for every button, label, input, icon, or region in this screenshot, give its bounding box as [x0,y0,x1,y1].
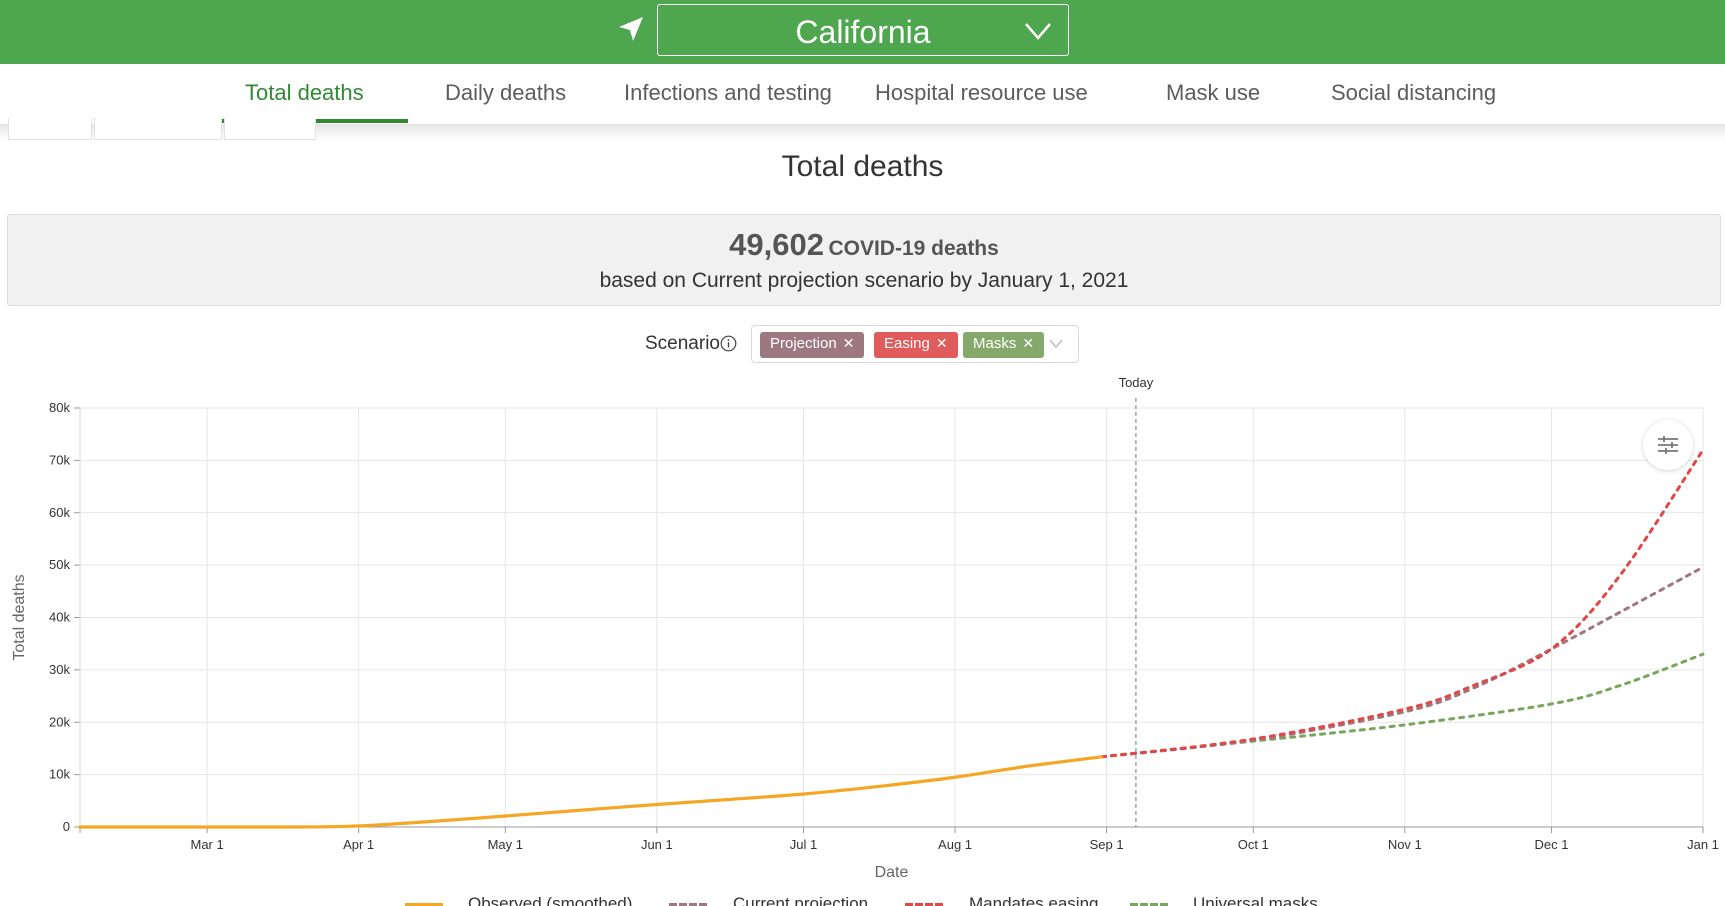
death-count-label: COVID-19 deaths [828,237,999,260]
scenario-chip-projection[interactable]: Projection ✕ [760,332,865,358]
remove-chip-icon[interactable]: ✕ [842,335,855,351]
series-line-current-projection [1100,565,1705,759]
scenario-chip-easing[interactable]: Easing ✕ [874,332,958,358]
x-tick-label: Apr 1 [343,837,374,852]
chart-settings-button[interactable] [1643,420,1693,470]
tab-infections-testing[interactable]: Infections and testing [624,80,832,105]
remove-chip-icon[interactable]: ✕ [935,335,948,351]
scenario-label: Scenario [645,333,720,354]
x-tick-label: Aug 1 [938,837,972,852]
y-tick-label: 0 [63,819,70,834]
header-bar: California [0,0,1725,64]
death-count: 49,602 [729,227,824,262]
x-axis-title: Date [875,864,909,881]
remove-chip-icon[interactable]: ✕ [1022,335,1035,351]
legend-item-projection[interactable]: Current projection [733,894,869,906]
x-tick-label: Jul 1 [790,837,817,852]
x-tick-label: Oct 1 [1238,837,1269,852]
tab-daily-deaths[interactable]: Daily deaths [445,80,567,105]
x-tick-label: Nov 1 [1388,837,1422,852]
tab-mask-use[interactable]: Mask use [1166,80,1261,105]
y-axis-title: Total deaths [11,574,28,660]
x-tick-label: Mar 1 [190,837,223,852]
x-tick-label: Jan 1 [1687,837,1719,852]
x-tick-label: Dec 1 [1534,837,1568,852]
summary-headline: 49,602 COVID-19 deaths [8,227,1720,263]
info-icon[interactable] [720,335,737,352]
location-arrow-icon[interactable] [616,14,646,44]
scenario-chip-label: Masks [973,335,1017,352]
y-tick-label: 20k [49,714,70,729]
y-tick-label: 10k [49,767,70,782]
y-tick-label: 80k [49,400,70,415]
legend-swatch-masks [1130,903,1168,906]
scenario-chip-masks[interactable]: Masks ✕ [963,332,1045,358]
subtab-map[interactable] [224,118,316,140]
tab-total-deaths[interactable]: Total deaths [245,80,364,105]
tab-bar-shadow [0,124,1725,140]
x-tick-label: May 1 [488,837,523,852]
legend-item-easing[interactable]: Mandates easing [969,894,1099,906]
subtab-trend[interactable] [8,118,92,140]
legend-item-observed[interactable]: Observed (smoothed) [468,894,633,906]
total-deaths-chart: 0 10k 20k 30k 40k 50k 60k 70k 80k Mar 1 Apr 1 May 1… [11,375,1719,881]
legend-swatch-easing [905,903,943,906]
x-tick-label: Jun 1 [641,837,673,852]
series-line-mandates-easing [1100,448,1705,759]
state-select[interactable]: California [657,4,1069,56]
summary-subtitle: based on Current projection scenario by … [599,269,1129,292]
tab-bar: Total deaths Daily deaths Infections and… [0,64,1725,124]
page-title: Total deaths [781,150,944,183]
chart-legend: Observed (smoothed) Current projection M… [0,894,1725,906]
y-tick-label: 40k [49,610,70,625]
scenario-chip-label: Projection [770,335,837,352]
legend-swatch-projection [669,903,707,906]
sliders-icon [1658,436,1678,454]
today-marker-label: Today [1119,375,1154,390]
legend-item-masks[interactable]: Universal masks [1193,894,1318,906]
series-line-observed-smoothed [78,755,1104,829]
x-tick-label: Sep 1 [1090,837,1124,852]
scenario-chip-label: Easing [884,335,930,352]
legend-swatch-observed [405,903,443,906]
chevron-down-icon[interactable] [1048,337,1064,349]
y-tick-label: 30k [49,662,70,677]
tab-hospital-resource-use[interactable]: Hospital resource use [875,80,1088,105]
y-tick-label: 70k [49,452,70,467]
chevron-down-icon [1025,23,1051,40]
y-tick-label: 60k [49,505,70,520]
y-tick-label: 50k [49,557,70,572]
scenario-multiselect[interactable]: Projection ✕ Easing ✕ Masks ✕ [751,325,1079,363]
series-line-universal-masks [1100,652,1705,759]
tab-social-distancing[interactable]: Social distancing [1331,80,1497,105]
subtab-compare[interactable] [94,118,222,140]
state-select-value: California [795,14,931,50]
summary-box: 49,602 COVID-19 deaths based on Current … [7,214,1721,306]
